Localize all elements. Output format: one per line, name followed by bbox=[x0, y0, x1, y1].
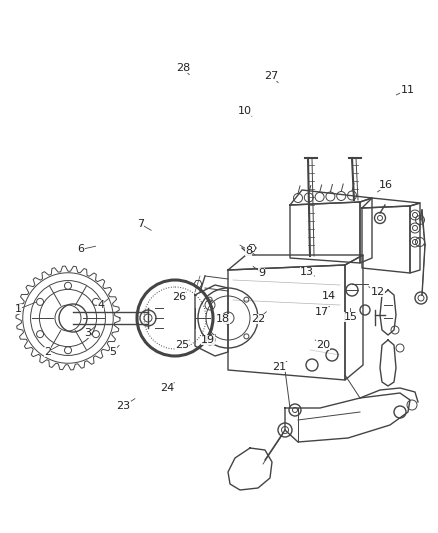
Text: 21: 21 bbox=[272, 362, 286, 372]
Text: 17: 17 bbox=[315, 307, 329, 317]
Text: 4: 4 bbox=[97, 300, 104, 310]
Text: 18: 18 bbox=[215, 314, 230, 324]
Text: 24: 24 bbox=[160, 383, 174, 393]
Text: 15: 15 bbox=[343, 312, 357, 322]
Text: 14: 14 bbox=[321, 291, 336, 301]
Text: 3: 3 bbox=[84, 328, 91, 338]
Text: 6: 6 bbox=[78, 245, 85, 254]
Text: 20: 20 bbox=[316, 341, 330, 350]
Text: 8: 8 bbox=[245, 246, 252, 255]
Text: 5: 5 bbox=[110, 347, 117, 357]
Text: 1: 1 bbox=[15, 304, 22, 314]
Text: 7: 7 bbox=[137, 219, 144, 229]
Text: 26: 26 bbox=[172, 293, 186, 302]
Text: 22: 22 bbox=[251, 314, 265, 324]
Text: 27: 27 bbox=[265, 71, 279, 80]
Text: 19: 19 bbox=[201, 335, 215, 345]
Text: 2: 2 bbox=[44, 347, 51, 357]
Text: 28: 28 bbox=[176, 63, 190, 73]
Text: 10: 10 bbox=[238, 106, 252, 116]
Text: 9: 9 bbox=[258, 268, 265, 278]
Text: 23: 23 bbox=[117, 401, 131, 411]
Text: 13: 13 bbox=[300, 267, 314, 277]
Text: 25: 25 bbox=[175, 341, 189, 350]
Text: 11: 11 bbox=[400, 85, 414, 94]
Text: 16: 16 bbox=[379, 181, 393, 190]
Text: 12: 12 bbox=[371, 287, 385, 297]
